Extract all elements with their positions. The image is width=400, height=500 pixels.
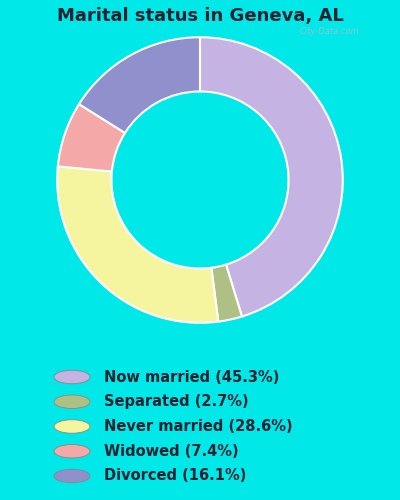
Wedge shape bbox=[211, 264, 242, 322]
Text: Marital status in Geneva, AL: Marital status in Geneva, AL bbox=[57, 8, 343, 26]
Text: City-Data.com: City-Data.com bbox=[300, 27, 360, 36]
Circle shape bbox=[54, 420, 90, 433]
Wedge shape bbox=[57, 166, 218, 323]
Circle shape bbox=[54, 395, 90, 408]
Text: Widowed (7.4%): Widowed (7.4%) bbox=[104, 444, 239, 459]
Wedge shape bbox=[200, 37, 343, 316]
Wedge shape bbox=[58, 104, 125, 172]
Text: Now married (45.3%): Now married (45.3%) bbox=[104, 370, 279, 384]
Circle shape bbox=[54, 370, 90, 384]
Text: Divorced (16.1%): Divorced (16.1%) bbox=[104, 468, 246, 483]
Circle shape bbox=[54, 469, 90, 483]
Circle shape bbox=[54, 444, 90, 458]
Text: Never married (28.6%): Never married (28.6%) bbox=[104, 419, 293, 434]
Wedge shape bbox=[79, 37, 200, 133]
Text: Separated (2.7%): Separated (2.7%) bbox=[104, 394, 249, 409]
